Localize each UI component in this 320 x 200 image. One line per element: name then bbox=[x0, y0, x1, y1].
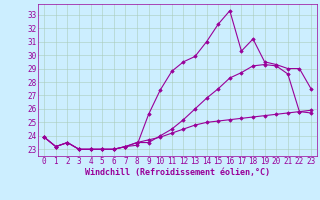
X-axis label: Windchill (Refroidissement éolien,°C): Windchill (Refroidissement éolien,°C) bbox=[85, 168, 270, 177]
